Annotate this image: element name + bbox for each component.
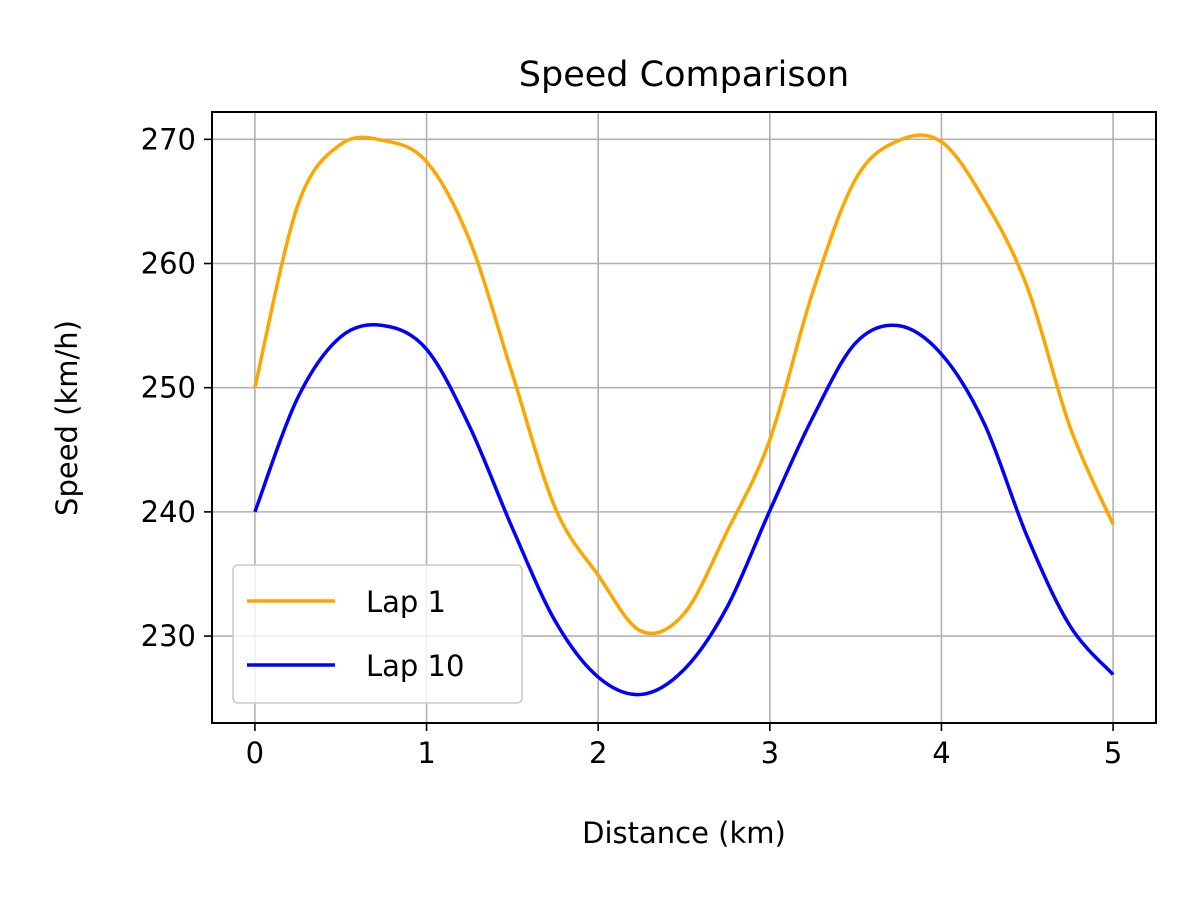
x-tick-label: 4 — [932, 736, 950, 770]
x-tick-label: 5 — [1104, 736, 1122, 770]
y-tick-label: 230 — [141, 619, 196, 653]
series-line-lap-10 — [253, 323, 1115, 697]
x-tick-label: 2 — [589, 736, 607, 770]
plot-frame — [211, 111, 1157, 724]
axis-ticks: 0 1 2 3 4 5 230 240 250 260 270 — [141, 122, 1123, 770]
legend: Lap 1 Lap 10 — [232, 564, 523, 704]
series-lines — [253, 133, 1115, 697]
x-axis-label: Distance (km) — [582, 816, 786, 850]
y-axis-label: Speed (km/h) — [50, 320, 84, 516]
legend-label-lap-10: Lap 10 — [366, 649, 464, 683]
series-line-lap-1 — [253, 133, 1115, 636]
y-tick-label: 260 — [141, 247, 196, 281]
y-tick-label: 240 — [141, 495, 196, 529]
x-tick-label: 3 — [761, 736, 779, 770]
y-tick-label: 250 — [141, 371, 196, 405]
chart-title: Speed Comparison — [519, 55, 849, 95]
legend-label-lap-1: Lap 1 — [366, 585, 446, 619]
x-tick-label: 1 — [417, 736, 435, 770]
y-tick-label: 270 — [141, 122, 196, 156]
x-tick-label: 0 — [246, 736, 264, 770]
